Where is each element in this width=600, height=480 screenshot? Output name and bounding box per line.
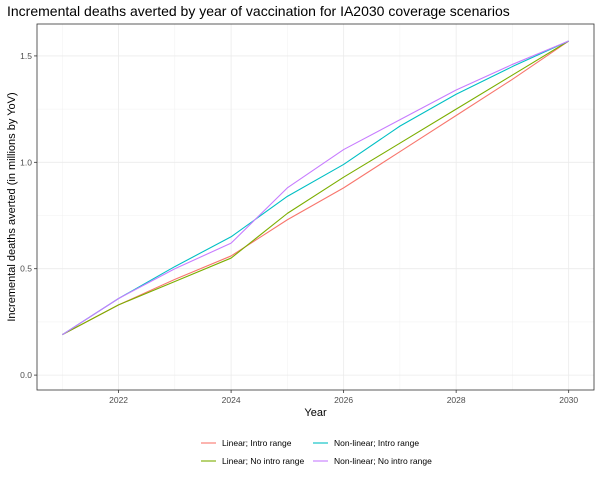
legend: Linear; Intro range Linear; No intro rang… <box>201 438 432 466</box>
legend-label: Non-linear; Intro range <box>334 438 419 448</box>
y-tick-label: 1.5 <box>20 51 32 61</box>
series-line-1 <box>62 40 569 336</box>
x-tick-label: 2024 <box>222 395 241 405</box>
legend-label: Non-linear; No intro range <box>334 456 432 466</box>
x-tick-label: 2028 <box>447 395 466 405</box>
series-line-2 <box>62 40 569 336</box>
x-tick-label: 2026 <box>334 395 353 405</box>
x-tick-label: 2030 <box>559 395 578 405</box>
x-axis-title: Year <box>304 407 327 419</box>
series-line-4 <box>62 40 569 336</box>
x-tick-label: 2022 <box>109 395 128 405</box>
y-axis-title: Incremental deaths averted (in millions … <box>6 92 18 321</box>
y-tick-label: 1.0 <box>20 157 32 167</box>
series-line-3 <box>62 40 569 336</box>
legend-label: Linear; No intro range <box>222 456 304 466</box>
y-tick-label: 0.0 <box>20 370 32 380</box>
plot-panel-border <box>36 23 595 391</box>
y-tick-label: 0.5 <box>20 264 32 274</box>
chart-title: Incremental deaths averted by year of va… <box>7 3 510 19</box>
legend-label: Linear; Intro range <box>222 438 292 448</box>
